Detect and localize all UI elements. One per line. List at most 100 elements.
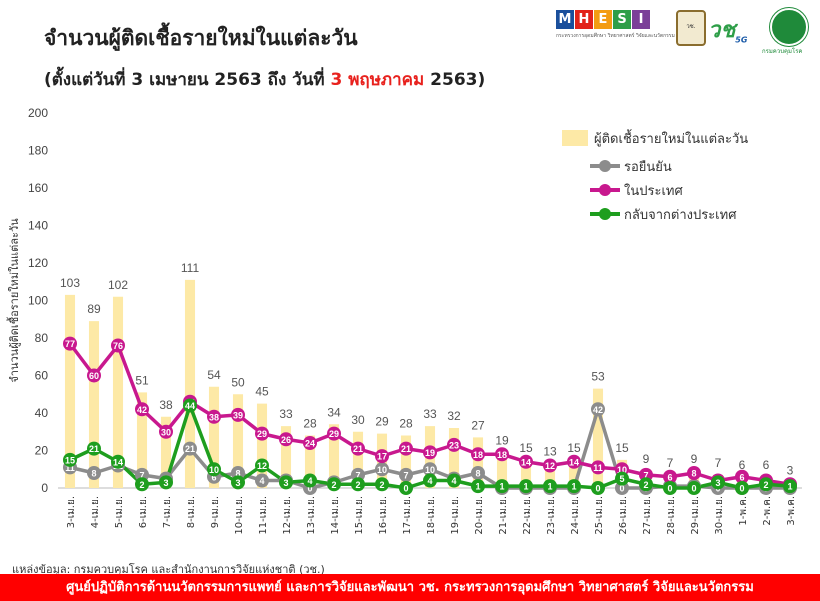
series-point bbox=[711, 475, 725, 490]
series-point bbox=[495, 447, 509, 462]
point-value-label: 42 bbox=[137, 405, 147, 415]
point-value-label: 26 bbox=[281, 435, 291, 445]
point-value-label: 8 bbox=[475, 469, 480, 479]
bar-value-label: 33 bbox=[423, 407, 437, 421]
point-value-label: 1 bbox=[571, 482, 576, 492]
series-point bbox=[663, 469, 677, 484]
x-tick-label: 21-เม.ย. bbox=[498, 496, 509, 535]
bar bbox=[520, 459, 532, 488]
x-tick-label: 26-เม.ย. bbox=[618, 496, 629, 535]
point-value-label: 14 bbox=[521, 457, 531, 467]
point-value-label: 18 bbox=[473, 450, 483, 460]
point-value-label: 2 bbox=[331, 480, 336, 490]
point-value-label: 12 bbox=[257, 461, 267, 471]
point-value-label: 60 bbox=[89, 371, 99, 381]
series-point bbox=[639, 477, 653, 492]
point-value-label: 14 bbox=[569, 457, 579, 467]
series-point bbox=[423, 462, 437, 477]
wch-logo-sub: 5G bbox=[735, 35, 748, 45]
y-tick-label: 80 bbox=[35, 331, 49, 345]
bar-value-label: 30 bbox=[351, 413, 365, 427]
bar bbox=[496, 452, 508, 488]
x-tick-label: 17-เม.ย. bbox=[402, 496, 413, 535]
mhesi-caption: กระทรวงการอุดมศึกษา วิทยาศาสตร์ วิจัยและ… bbox=[556, 33, 675, 39]
series-point bbox=[63, 336, 77, 351]
bar-value-label: 6 bbox=[739, 458, 746, 472]
series-point bbox=[663, 481, 677, 495]
bar bbox=[88, 321, 100, 488]
x-tick-label: 25-เม.ย. bbox=[594, 496, 605, 535]
point-value-label: 21 bbox=[353, 444, 363, 454]
series-point bbox=[87, 368, 101, 383]
point-value-label: 24 bbox=[305, 439, 315, 449]
series-point bbox=[567, 454, 581, 469]
bar-value-label: 50 bbox=[231, 375, 245, 389]
point-value-label: 21 bbox=[185, 444, 195, 454]
chart-subtitle: (ตั้งแต่วันที่ 3 เมษายน 2563 ถึง วันที่ … bbox=[44, 66, 485, 93]
series-point bbox=[111, 454, 125, 469]
bar-value-label: 19 bbox=[495, 433, 509, 447]
series-point bbox=[375, 449, 389, 464]
point-value-label: 4 bbox=[307, 476, 312, 486]
series-point bbox=[687, 481, 701, 495]
point-value-label: 1 bbox=[547, 482, 552, 492]
bar-value-label: 15 bbox=[567, 441, 581, 455]
x-tick-label: 3-พ.ค. bbox=[786, 496, 797, 526]
point-value-label: 3 bbox=[235, 478, 240, 488]
series-point bbox=[135, 477, 149, 492]
x-tick-label: 16-เม.ย. bbox=[378, 496, 389, 535]
x-tick-label: 4-เม.ย. bbox=[90, 496, 101, 528]
point-value-label: 4 bbox=[451, 476, 456, 486]
y-tick-label: 0 bbox=[41, 481, 48, 495]
point-value-label: 10 bbox=[377, 465, 387, 475]
series-point bbox=[591, 460, 605, 475]
series-point bbox=[111, 338, 125, 353]
bar-value-label: 51 bbox=[135, 373, 149, 387]
series-point bbox=[279, 432, 293, 447]
x-tick-label: 6-เม.ย. bbox=[138, 496, 149, 528]
legend-swatch-marker bbox=[599, 184, 611, 196]
point-value-label: 7 bbox=[139, 470, 144, 480]
bar bbox=[352, 431, 364, 488]
x-tick-label: 12-เม.ย. bbox=[282, 496, 293, 535]
point-value-label: 29 bbox=[257, 429, 267, 439]
bar-value-label: 34 bbox=[327, 405, 341, 419]
series-point bbox=[207, 409, 221, 424]
point-value-label: 21 bbox=[401, 444, 411, 454]
series-point bbox=[543, 458, 557, 473]
series-point bbox=[159, 475, 173, 490]
series-point bbox=[63, 452, 77, 467]
point-value-label: 30 bbox=[161, 427, 171, 437]
legend-swatch-marker bbox=[599, 208, 611, 220]
series-point bbox=[279, 475, 293, 490]
point-value-label: 7 bbox=[643, 470, 648, 480]
series-point bbox=[543, 479, 557, 494]
point-value-label: 0 bbox=[619, 484, 624, 494]
point-value-label: 11 bbox=[593, 463, 603, 473]
point-value-label: 8 bbox=[91, 469, 96, 479]
point-value-label: 1 bbox=[523, 482, 528, 492]
point-value-label: 3 bbox=[283, 478, 288, 488]
legend-label: รอยืนยัน bbox=[624, 159, 672, 175]
point-value-label: 10 bbox=[617, 465, 627, 475]
x-tick-label: 23-เม.ย. bbox=[546, 496, 557, 535]
bar bbox=[160, 416, 172, 488]
x-tick-label: 27-เม.ย. bbox=[642, 496, 653, 535]
point-value-label: 42 bbox=[593, 405, 603, 415]
point-value-label: 5 bbox=[619, 474, 624, 484]
series-point bbox=[183, 398, 197, 413]
bar-value-label: 38 bbox=[159, 398, 173, 412]
legend-label: ผู้ติดเชื้อรายใหม่ในแต่ละวัน bbox=[594, 129, 748, 147]
x-tick-label: 30-เม.ย. bbox=[714, 496, 725, 535]
bar-value-label: 111 bbox=[181, 261, 200, 275]
legend-label: กลับจากต่างประเทศ bbox=[624, 208, 737, 223]
point-value-label: 0 bbox=[595, 484, 600, 494]
series-point bbox=[735, 481, 749, 495]
x-tick-label: 20-เม.ย. bbox=[474, 496, 485, 535]
x-tick-label: 3-เม.ย. bbox=[66, 496, 77, 528]
series-point bbox=[567, 479, 581, 494]
point-value-label: 18 bbox=[497, 450, 507, 460]
series-point bbox=[519, 479, 533, 494]
legend-label: ในประเทศ bbox=[624, 183, 683, 199]
series-point bbox=[471, 479, 485, 494]
